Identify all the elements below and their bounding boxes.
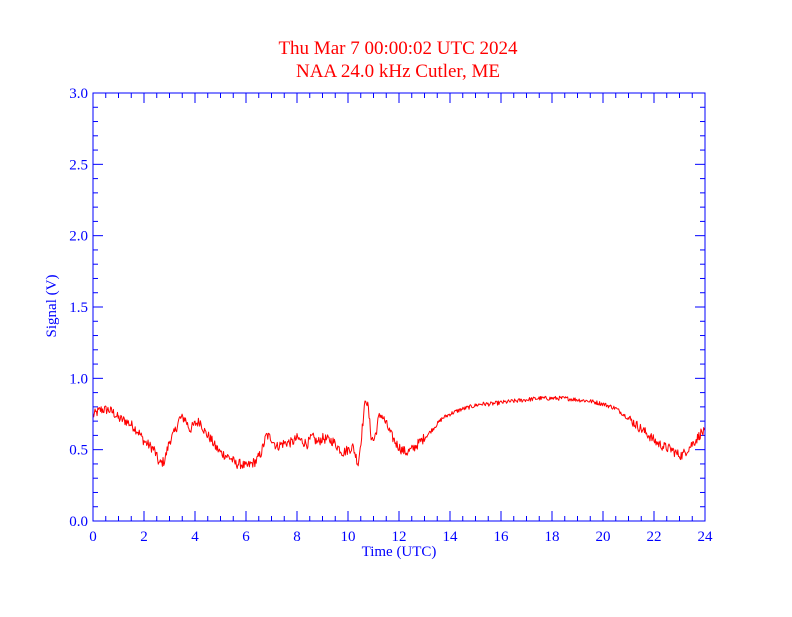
x-tick-label: 10 (341, 529, 356, 545)
y-tick-label: 3.0 (69, 86, 88, 102)
x-tick-label: 20 (596, 529, 611, 545)
plot-frame (92, 92, 706, 522)
x-tick-label: 12 (392, 529, 407, 545)
series-layer (92, 395, 706, 470)
x-tick-label: 18 (545, 529, 560, 545)
x-tick-label: 8 (293, 529, 301, 545)
y-tick-label: 0.5 (69, 443, 88, 459)
x-tick-label: 2 (140, 529, 148, 545)
series-line (92, 395, 706, 470)
y-tick-label: 2.5 (69, 157, 88, 173)
chart-subtitle: NAA 24.0 kHz Cutler, ME (296, 61, 500, 82)
x-axis-label: Time (UTC) (362, 544, 437, 560)
y-tick-label: 2.0 (69, 229, 88, 245)
ticks-layer: 0 2 4 6 8 10 12 14 16 18 20 22 240.00.51.01.52.02.53… (69, 86, 713, 545)
x-tick-label: 22 (647, 529, 662, 545)
x-tick-label: 16 (494, 529, 510, 545)
y-axis-label: Signal (V) (44, 275, 60, 338)
x-tick-label: 0 (89, 529, 97, 545)
x-tick-label: 4 (191, 529, 199, 545)
x-tick-label: 14 (443, 529, 459, 545)
x-tick-label: 24 (698, 529, 714, 545)
y-tick-label: 1.0 (69, 371, 88, 387)
x-tick-label: 6 (242, 529, 250, 545)
y-tick-label: 0.0 (69, 514, 88, 530)
chart-title: Thu Mar 7 00:00:02 UTC 2024 (278, 38, 518, 59)
y-tick-label: 1.5 (69, 300, 88, 316)
